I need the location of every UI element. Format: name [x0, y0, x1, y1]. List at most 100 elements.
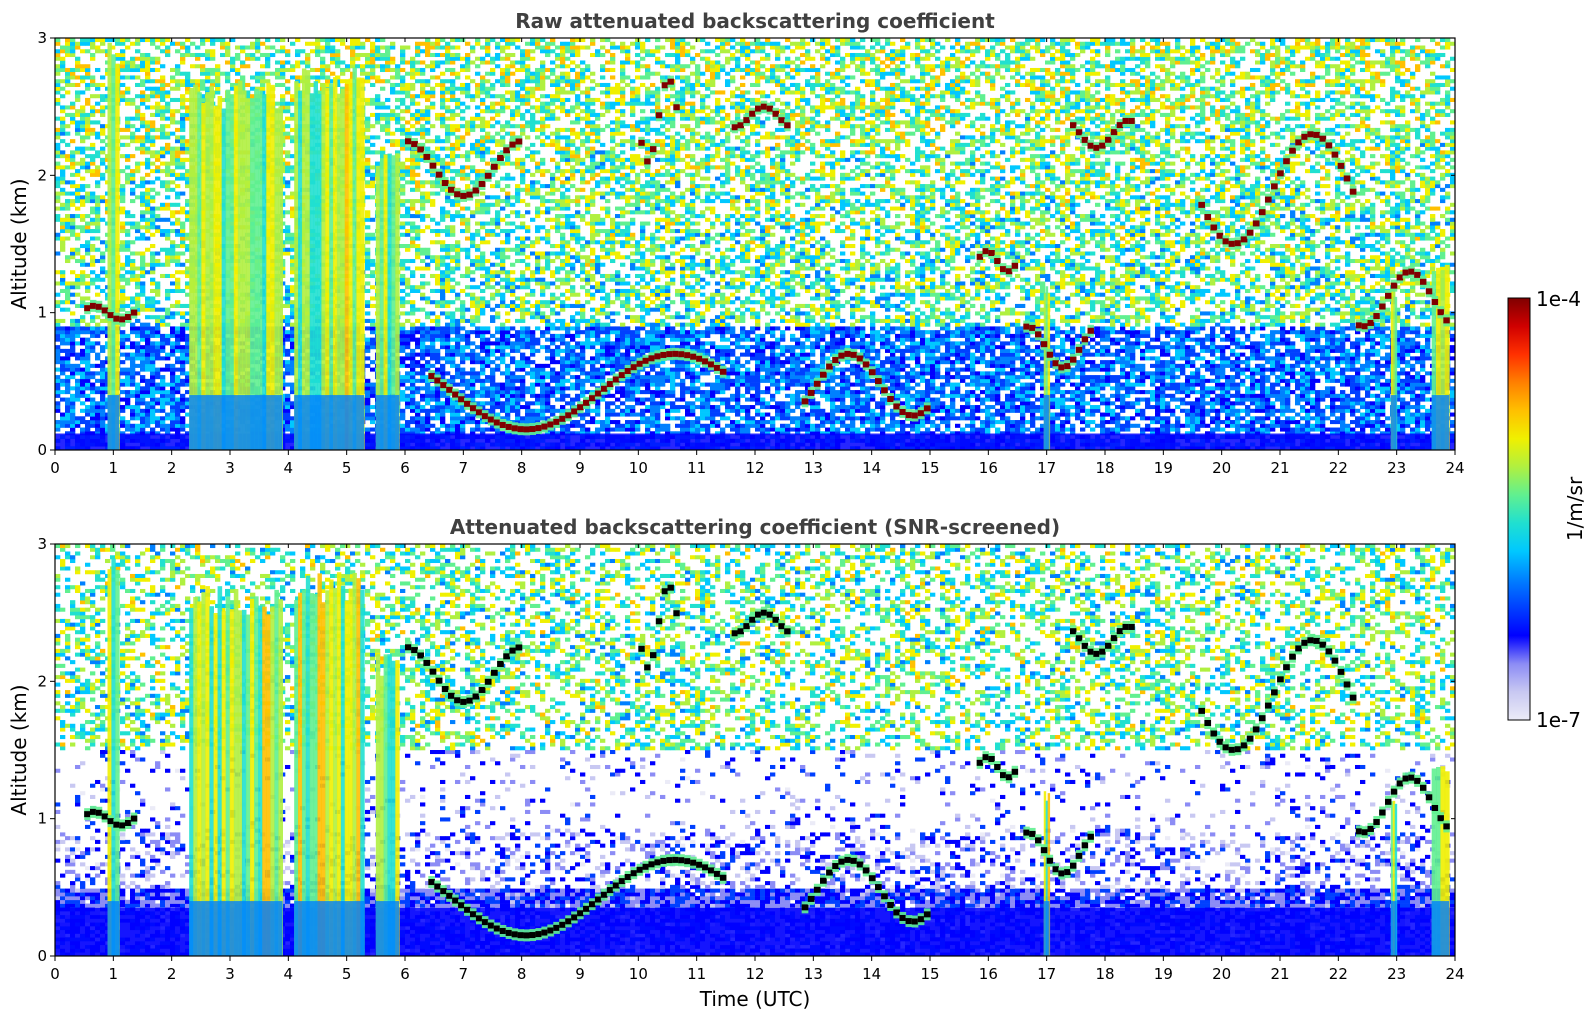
y-tick-label: 2 — [37, 166, 47, 184]
x-tick-label: 3 — [225, 459, 235, 477]
feature-cloud-layer-12 — [801, 853, 931, 928]
x-tick-label: 5 — [342, 965, 352, 983]
x-tick-label: 19 — [1154, 965, 1173, 983]
colorbar-gradient — [1507, 297, 1531, 721]
x-tick-label: 19 — [1154, 459, 1173, 477]
layer-surface-aerosol — [55, 433, 1455, 450]
feature-thin-column-5 — [1390, 800, 1398, 956]
feature-cloud-layer-10 — [638, 75, 680, 168]
feature-thick-column-0 — [107, 42, 120, 450]
x-tick-label: 18 — [1095, 965, 1114, 983]
y-tick-label: 2 — [37, 672, 47, 690]
colorbar: 1e-4 1e-7 1/m/sr — [1507, 287, 1587, 732]
x-tick-label: 16 — [979, 965, 998, 983]
x-tick-label: 12 — [745, 965, 764, 983]
x-tick-label: 11 — [687, 965, 706, 983]
x-tick-label: 23 — [1387, 965, 1406, 983]
colorbar-unit-label: 1/m/sr — [1563, 476, 1587, 541]
y-axis-label: Altitude (km) — [7, 684, 31, 815]
x-tick-label: 24 — [1445, 965, 1464, 983]
x-tick-label: 9 — [575, 459, 585, 477]
x-tick-label: 18 — [1095, 459, 1114, 477]
x-tick-label: 17 — [1037, 459, 1056, 477]
feature-thick-column-1 — [189, 80, 283, 450]
x-tick-label: 0 — [50, 459, 60, 477]
x-tick-label: 8 — [517, 965, 527, 983]
feature-cloud-layer-14 — [1023, 826, 1094, 880]
feature-thick-column-1 — [189, 586, 283, 956]
x-tick-label: 9 — [575, 965, 585, 983]
feature-cloud-layer-11 — [731, 606, 791, 640]
x-tick-label: 2 — [167, 965, 177, 983]
x-tick-label: 14 — [862, 459, 881, 477]
x-tick-label: 20 — [1212, 459, 1231, 477]
feature-cloud-layer-9 — [428, 853, 727, 942]
panel-title: Attenuated backscattering coefficient (S… — [450, 515, 1060, 539]
feature-thick-column-0 — [107, 558, 120, 956]
x-tick-label: 4 — [284, 459, 294, 477]
feature-thick-column-2 — [294, 572, 365, 956]
x-tick-label: 13 — [804, 965, 823, 983]
x-tick-label: 14 — [862, 965, 881, 983]
x-tick-label: 1 — [109, 459, 119, 477]
feature-cloud-layer-17 — [1355, 265, 1450, 333]
x-tick-label: 12 — [745, 459, 764, 477]
y-axis-label: Altitude (km) — [7, 178, 31, 309]
layer-boundary-layer — [55, 907, 1455, 956]
feature-thick-column-3 — [375, 654, 400, 956]
x-tick-label: 8 — [517, 459, 527, 477]
x-tick-label: 15 — [920, 459, 939, 477]
x-tick-label: 7 — [459, 459, 469, 477]
x-tick-label: 22 — [1329, 965, 1348, 983]
colorbar-max-label: 1e-4 — [1536, 287, 1581, 311]
feature-cloud-layer-8 — [405, 641, 523, 708]
x-tick-label: 5 — [342, 459, 352, 477]
x-tick-label: 6 — [400, 965, 410, 983]
x-tick-label: 10 — [629, 459, 648, 477]
x-tick-label: 23 — [1387, 459, 1406, 477]
feature-cloud-layer-7 — [84, 805, 138, 832]
x-tick-label: 21 — [1270, 459, 1289, 477]
panel-raw: Raw attenuated backscattering coefficien… — [7, 9, 1465, 477]
feature-cloud-layer-11 — [731, 100, 791, 134]
colorbar-min-label: 1e-7 — [1536, 708, 1581, 732]
x-tick-label: 20 — [1212, 965, 1231, 983]
x-tick-label: 1 — [109, 965, 119, 983]
feature-thin-column-4 — [1043, 791, 1051, 956]
feature-cloud-layer-12 — [801, 347, 931, 422]
feature-cloud-layer-16 — [1198, 634, 1357, 756]
feature-thin-column-6 — [1431, 264, 1450, 450]
feature-cloud-layer-15 — [1070, 620, 1135, 660]
feature-thin-column-4 — [1043, 286, 1051, 450]
feature-thin-column-5 — [1390, 286, 1398, 450]
x-tick-label: 22 — [1329, 459, 1348, 477]
x-tick-label: 4 — [284, 965, 294, 983]
x-tick-label: 11 — [687, 459, 706, 477]
y-tick-label: 0 — [37, 441, 47, 459]
feature-cloud-layer-13 — [976, 245, 1019, 278]
x-tick-label: 3 — [225, 965, 235, 983]
y-tick-label: 0 — [37, 947, 47, 965]
x-tick-label: 16 — [979, 459, 998, 477]
x-axis-label: Time (UTC) — [699, 987, 811, 1011]
panel-snr-screened: Attenuated backscattering coefficient (S… — [7, 515, 1465, 1011]
x-tick-label: 17 — [1037, 965, 1056, 983]
x-tick-label: 21 — [1270, 965, 1289, 983]
x-tick-label: 24 — [1445, 459, 1464, 477]
x-tick-label: 15 — [920, 965, 939, 983]
y-tick-label: 1 — [37, 304, 47, 322]
y-tick-label: 3 — [37, 535, 47, 553]
panel-title: Raw attenuated backscattering coefficien… — [515, 9, 995, 33]
feature-cloud-layer-16 — [1198, 128, 1357, 250]
heatmap-area — [55, 38, 1455, 450]
feature-cloud-layer-8 — [405, 135, 523, 202]
x-tick-label: 2 — [167, 459, 177, 477]
feature-cloud-layer-15 — [1070, 114, 1135, 154]
x-tick-label: 13 — [804, 459, 823, 477]
heatmap-area — [55, 544, 1455, 956]
x-tick-label: 10 — [629, 965, 648, 983]
y-tick-label: 1 — [37, 810, 47, 828]
x-tick-label: 0 — [50, 965, 60, 983]
